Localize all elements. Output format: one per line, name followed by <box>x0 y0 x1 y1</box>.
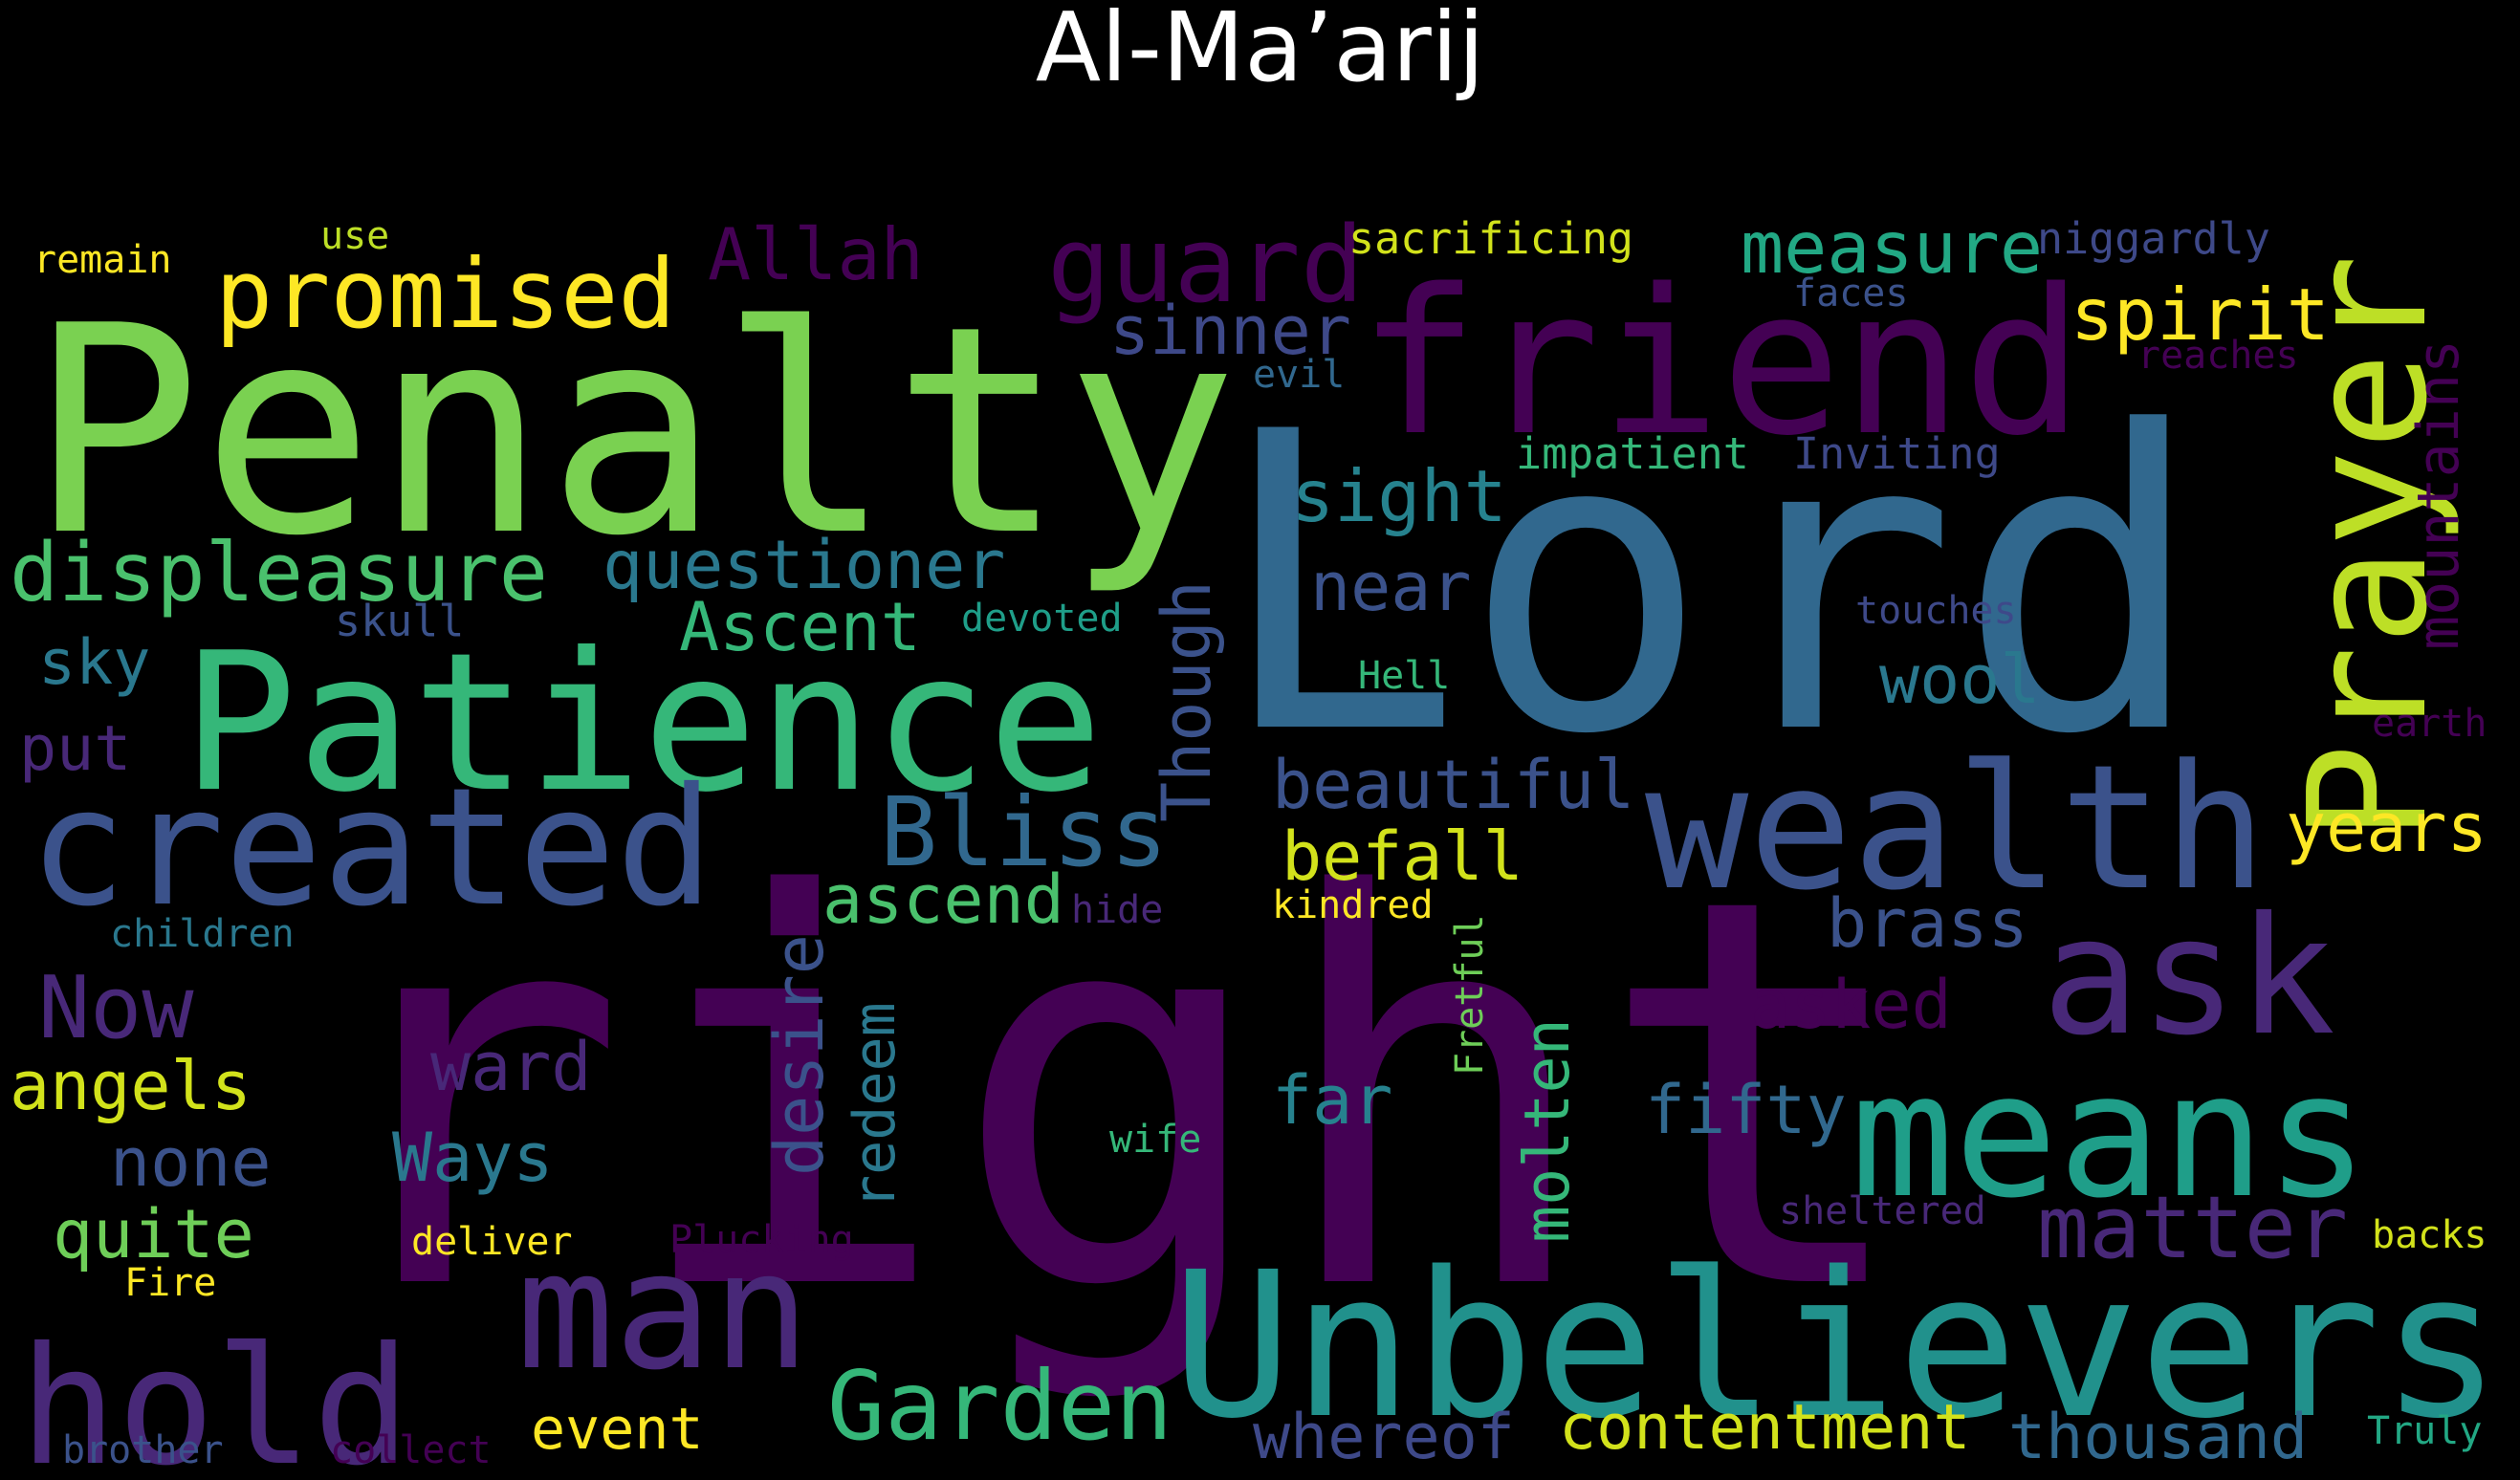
word-sinner: sinner <box>1109 292 1351 370</box>
word-angels: angels <box>10 1047 252 1125</box>
word-none: none <box>110 1123 272 1202</box>
word-molten: molten <box>1512 1018 1584 1243</box>
word-unbelievers: Unbelievers <box>1172 1229 2502 1463</box>
word-years: years <box>2286 789 2487 867</box>
word-means: means <box>1851 1036 2369 1236</box>
word-sight: sight <box>1291 454 1507 538</box>
word-quite: quite <box>53 1195 254 1273</box>
word-thousand: thousand <box>2008 1402 2308 1473</box>
word-earth: earth <box>2372 702 2487 746</box>
word-friend: friend <box>1358 246 2084 480</box>
word-use: use <box>320 214 389 258</box>
word-befall: befall <box>1282 817 1523 896</box>
word-prayer: Prayer <box>2274 254 2464 841</box>
word-bliss: Bliss <box>880 776 1168 888</box>
word-garden: Garden <box>827 1350 1172 1462</box>
word-man: man <box>516 1217 810 1406</box>
word-though: Though <box>1148 580 1226 822</box>
word-spirit: spirit <box>2071 272 2330 357</box>
word-ask: ask <box>2042 882 2335 1072</box>
word-brother: brother <box>62 1428 224 1472</box>
word-plucking: Plucking <box>669 1218 854 1262</box>
word-whereof: whereof <box>1253 1402 1515 1473</box>
word-ways: Ways <box>392 1119 554 1197</box>
word-asked: asked <box>1750 966 1952 1044</box>
word-truly: Truly <box>2367 1409 2482 1453</box>
word-kindred: kindred <box>1272 883 1434 927</box>
word-skull: skull <box>335 596 464 646</box>
word-penalty: Penalty <box>29 265 1238 599</box>
word-measure: measure <box>1741 206 2043 290</box>
word-faces: faces <box>1793 272 1908 316</box>
word-displeasure: displeasure <box>10 526 548 620</box>
word-ascent: Ascent <box>679 588 921 666</box>
word-backs: backs <box>2372 1213 2487 1257</box>
word-patience: Patience <box>182 612 1103 835</box>
word-questioner: questioner <box>603 526 1005 604</box>
word-hold: hold <box>19 1313 410 1480</box>
word-sacrificing: sacrificing <box>1348 213 1633 264</box>
word-reaches: reaches <box>2137 334 2299 378</box>
word-hide: hide <box>1071 888 1163 932</box>
word-mountains: mountains <box>2405 339 2472 650</box>
word-evil: evil <box>1253 353 1345 397</box>
word-wealth: wealth <box>1645 729 2267 928</box>
word-wife: wife <box>1109 1118 1201 1162</box>
word-niggardly: niggardly <box>2037 213 2270 264</box>
word-devoted: devoted <box>961 597 1123 641</box>
word-lord: Lord <box>1215 346 2205 824</box>
word-contentment: contentment <box>1559 1392 1970 1464</box>
word-collect: collect <box>330 1428 492 1472</box>
word-remain: remain <box>33 238 172 282</box>
word-near: near <box>1310 548 1472 626</box>
word-event: event <box>531 1396 704 1463</box>
word-inviting: Inviting <box>1793 428 2001 479</box>
word-desire: desire <box>760 934 839 1176</box>
word-wool: wool <box>1879 641 2041 719</box>
word-hell: Hell <box>1358 654 1450 698</box>
word-promised: promised <box>215 238 676 350</box>
word-ascend: ascend <box>822 860 1064 939</box>
word-far: far <box>1272 1061 1392 1140</box>
word-brass: brass <box>1827 884 2028 963</box>
word-ward: ward <box>430 1028 592 1106</box>
word-allah: Allah <box>708 212 924 296</box>
word-created: created <box>29 753 713 943</box>
word-right: right <box>306 785 1918 1408</box>
word-guard: guard <box>1047 204 1364 326</box>
figure-title: Al-Ma’arij <box>1035 0 1485 103</box>
word-impatient: impatient <box>1516 428 1749 479</box>
word-touches: touches <box>1855 589 2017 633</box>
word-children: children <box>110 912 295 956</box>
word-beautiful: beautiful <box>1272 746 1634 824</box>
word-redeem: redeem <box>842 1002 909 1209</box>
word-now: Now <box>38 958 194 1058</box>
word-deliver: deliver <box>411 1220 573 1264</box>
word-sheltered: sheltered <box>1779 1189 1986 1233</box>
word-fifty: fifty <box>1645 1071 1847 1149</box>
word-fretful: Fretful <box>1448 914 1492 1076</box>
word-matter: matter <box>2037 1178 2348 1278</box>
word-sky: sky <box>38 627 150 699</box>
word-fire: Fire <box>124 1261 216 1305</box>
word-put: put <box>19 713 131 785</box>
